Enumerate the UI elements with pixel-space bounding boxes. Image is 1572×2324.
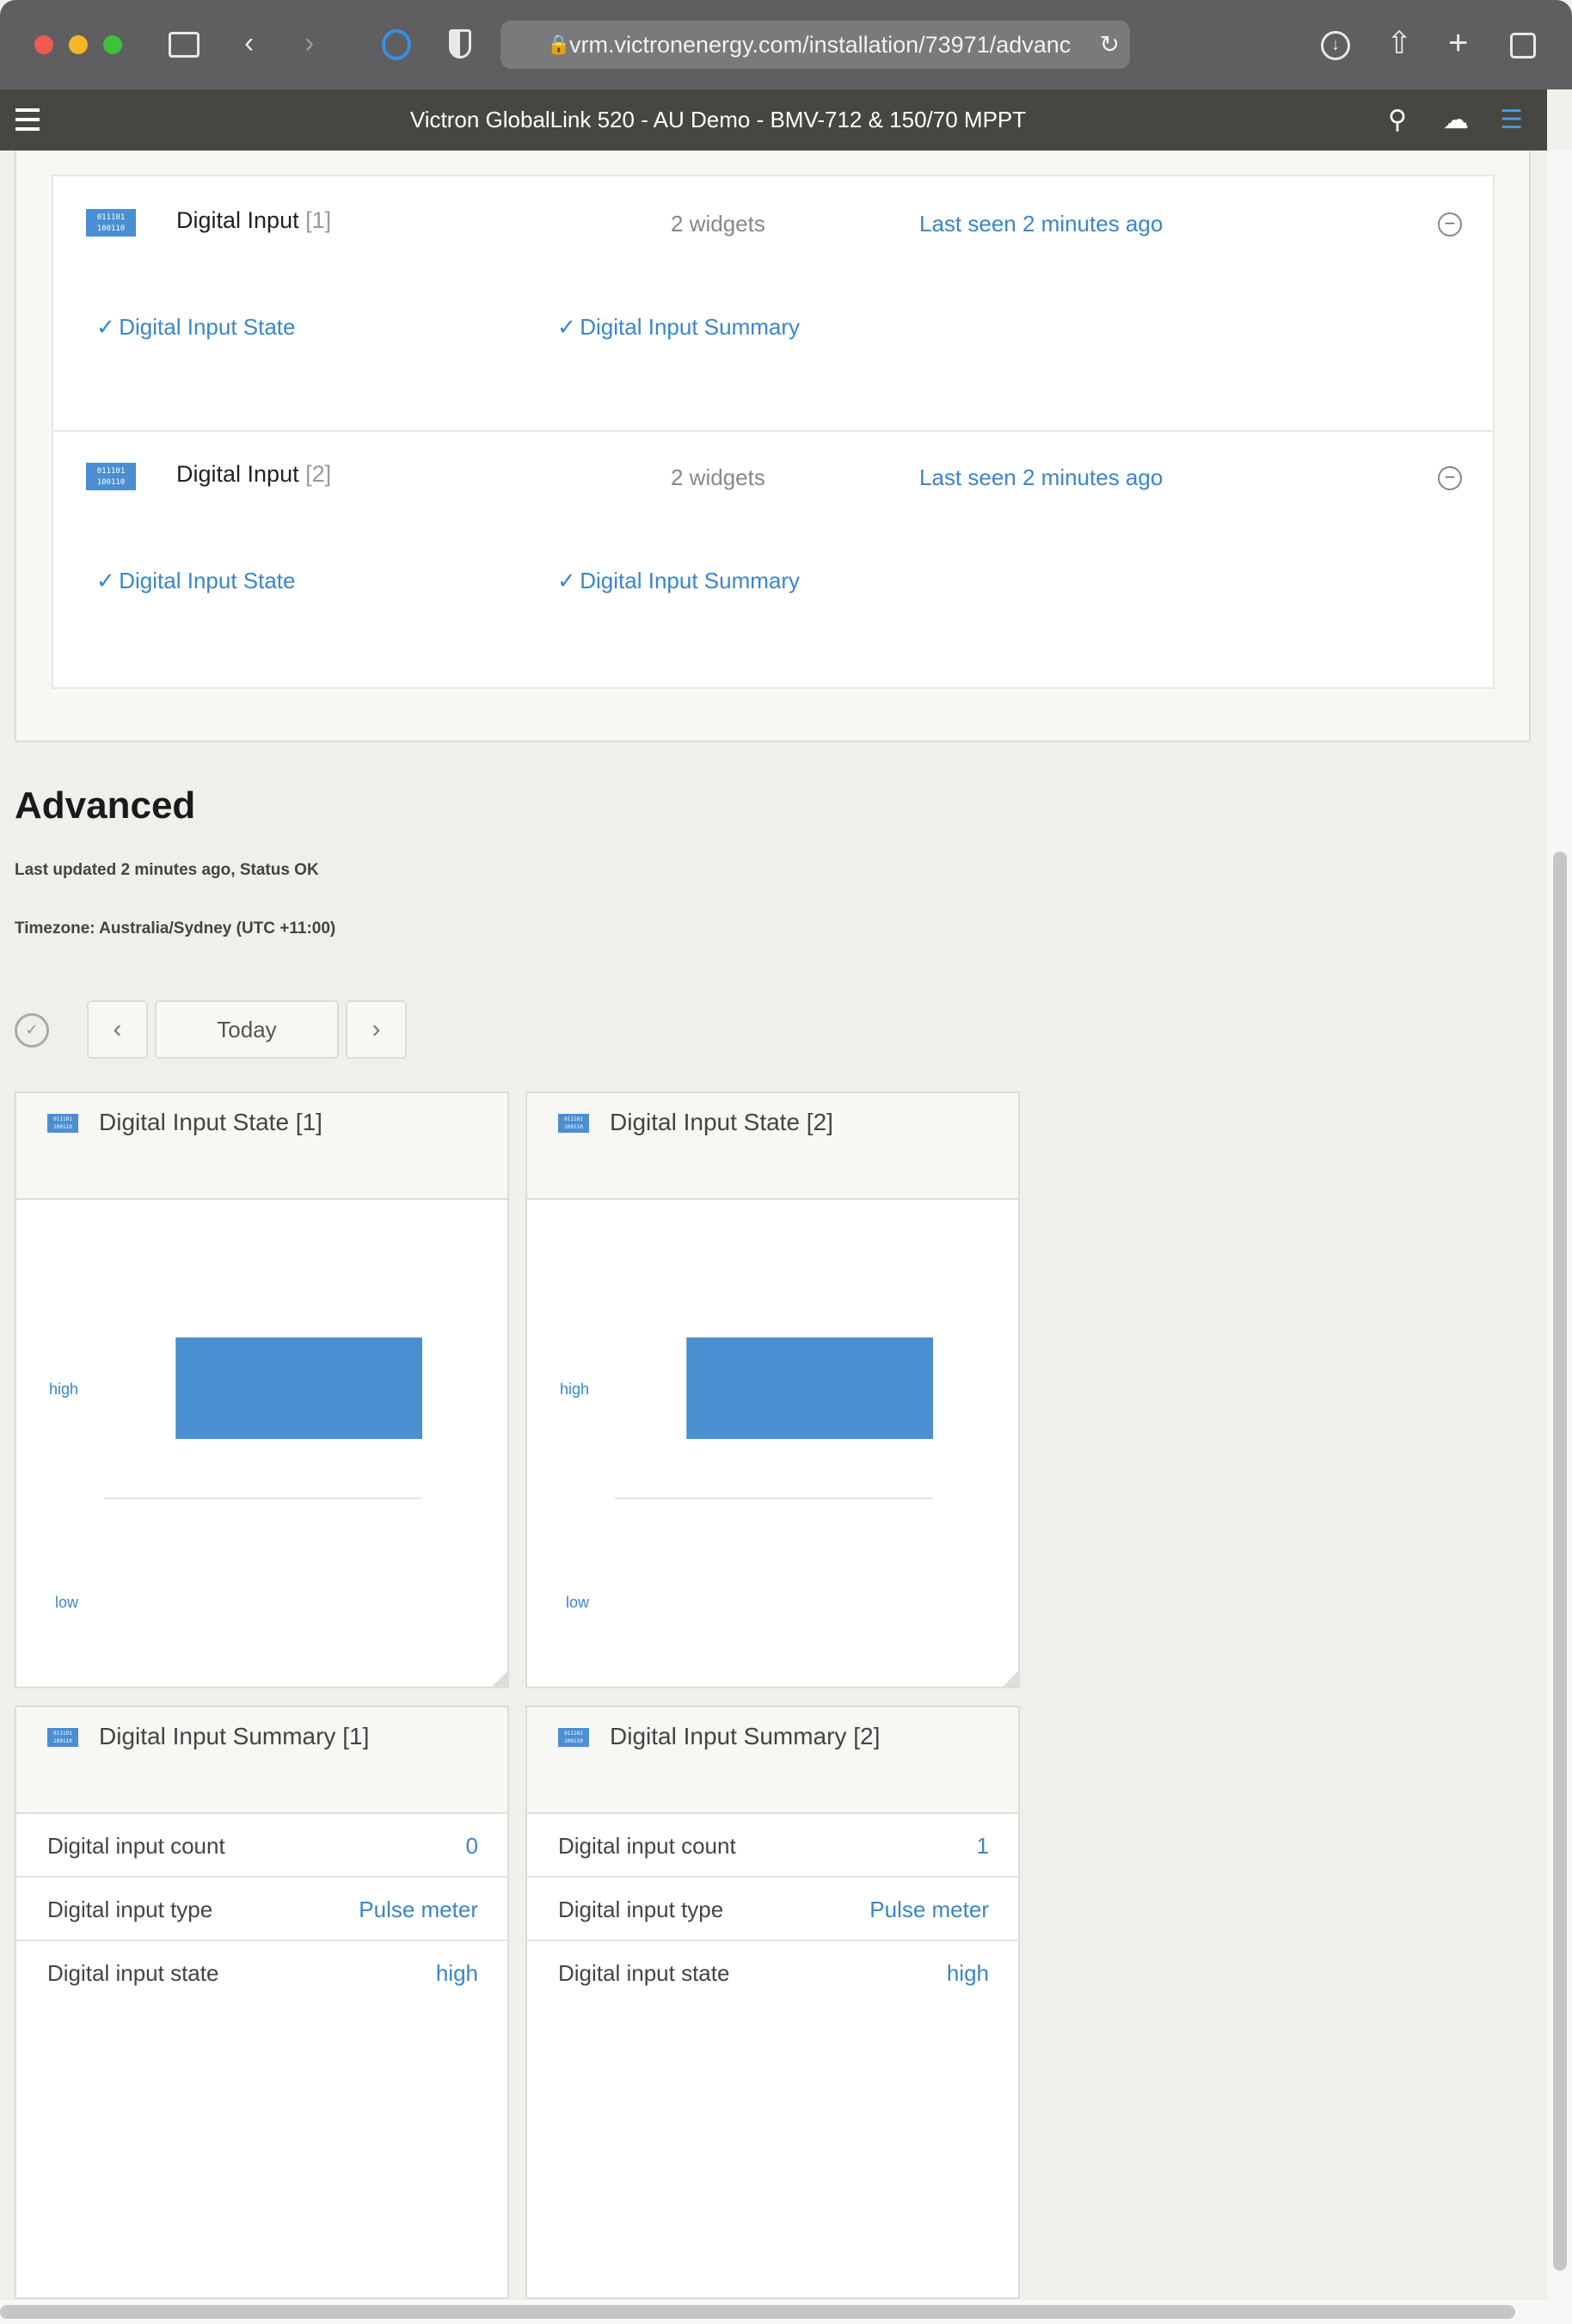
clock-icon[interactable]: ✓ <box>15 1013 49 1048</box>
summary-row: Digital input type Pulse meter <box>527 1878 1018 1941</box>
tabs-overview-icon[interactable] <box>1510 33 1536 58</box>
lock-icon: 🔒 <box>547 34 571 55</box>
digital-input-summary-card-2: 011101 100110 Digital Input Summary [2] … <box>525 1706 1020 2299</box>
summary-row: Digital input count 0 <box>16 1814 507 1878</box>
digital-input-icon: 011101 100110 <box>86 209 136 237</box>
menu-icon[interactable] <box>15 108 40 131</box>
resize-handle-icon <box>492 1671 507 1687</box>
state-bar <box>686 1337 933 1439</box>
card-header: 011101 100110 Digital Input State [1] <box>16 1093 507 1200</box>
state-chart: lowhigh6. Jan00:1500:30 <box>560 1337 1018 1687</box>
card-title: Digital Input State [2] <box>610 1109 833 1135</box>
y-tick-label: low <box>55 1594 79 1611</box>
minimize-window-button[interactable] <box>69 35 88 54</box>
card-header: 011101 100110 Digital Input Summary [1] <box>16 1707 507 1814</box>
today-button[interactable]: Today <box>155 1000 339 1059</box>
device-name: Digital Input [1] <box>176 207 332 233</box>
back-icon[interactable]: ‹ <box>244 27 255 59</box>
page-title: Advanced <box>15 784 196 827</box>
summary-row: Digital input state high <box>47 1960 478 1986</box>
card-title: Digital Input State [1] <box>99 1109 322 1135</box>
digital-input-state-card-2: 011101 100110 Digital Input State [2] lo… <box>525 1091 1020 1688</box>
reload-icon[interactable]: ↻ <box>1092 21 1120 69</box>
password-manager-icon[interactable] <box>382 29 411 60</box>
summary-row: Digital input type Pulse meter <box>16 1878 507 1941</box>
last-seen-link[interactable]: Last seen 2 minutes ago <box>919 464 1164 490</box>
resize-handle-icon <box>1003 1671 1018 1687</box>
collapse-icon[interactable]: − <box>1438 212 1462 237</box>
app-header: Victron GlobalLink 520 - AU Demo - BMV-7… <box>0 89 1547 151</box>
device-name: Digital Input [2] <box>176 461 332 487</box>
url-text: vrm.victronenergy.com/installation/73971… <box>569 32 1072 58</box>
widget-toggle-summary[interactable]: ✓ Digital Input Summary <box>557 314 801 340</box>
browser-toolbar: ‹ › 🔒 vrm.victronenergy.com/installation… <box>0 0 1572 89</box>
widget-toggle-summary[interactable]: ✓ Digital Input Summary <box>557 568 801 593</box>
last-updated-status: Last updated 2 minutes ago, Status OK <box>15 861 319 879</box>
horizontal-scrollbar[interactable] <box>0 2305 1515 2319</box>
widget-toggle-state[interactable]: ✓ Digital Input State <box>96 568 296 593</box>
cloud-upload-icon[interactable]: ☁ <box>1443 106 1469 134</box>
digital-input-icon: 011101 100110 <box>86 463 136 490</box>
y-tick-label: high <box>49 1380 78 1398</box>
previous-period-button[interactable]: ‹ <box>87 1000 148 1059</box>
device-row: 011101 100110 Digital Input [2] 2 widget… <box>52 432 1495 689</box>
next-period-button[interactable]: › <box>346 1000 407 1059</box>
card-title: Digital Input Summary [2] <box>610 1723 881 1749</box>
summary-row: Digital input state high <box>558 1960 989 1986</box>
last-seen-link[interactable]: Last seen 2 minutes ago <box>919 211 1164 237</box>
card-title: Digital Input Summary [1] <box>99 1723 370 1749</box>
check-icon: ✓ <box>96 314 115 340</box>
device-row: 011101 100110 Digital Input [1] 2 widget… <box>52 175 1495 432</box>
search-icon[interactable]: ⚲ <box>1388 106 1407 134</box>
digital-input-icon: 011101 100110 <box>47 1728 78 1747</box>
collapse-icon[interactable]: − <box>1438 466 1462 490</box>
digital-input-summary-card-1: 011101 100110 Digital Input Summary [1] … <box>15 1706 509 2299</box>
y-tick-label: high <box>560 1380 589 1398</box>
digital-input-icon: 011101 100110 <box>47 1114 78 1133</box>
digital-input-icon: 011101 100110 <box>558 1114 589 1133</box>
check-icon: ✓ <box>557 314 576 340</box>
share-icon[interactable]: ⇧ <box>1386 25 1413 60</box>
check-icon: ✓ <box>557 568 576 593</box>
card-header: 011101 100110 Digital Input State [2] <box>527 1093 1018 1200</box>
digital-input-state-card-1: 011101 100110 Digital Input State [1] lo… <box>15 1091 509 1688</box>
shield-icon[interactable] <box>449 29 471 58</box>
summary-row: Digital input count 1 <box>527 1814 1018 1878</box>
state-chart: lowhigh6. Jan00:1500:30 <box>49 1337 507 1687</box>
check-icon: ✓ <box>96 568 115 593</box>
timezone-label: Timezone: Australia/Sydney (UTC +11:00) <box>15 919 336 938</box>
widget-count: 2 widgets <box>671 211 765 237</box>
close-window-button[interactable] <box>34 35 53 54</box>
download-icon[interactable]: ↓ <box>1321 31 1350 60</box>
sidebar-toggle-icon[interactable] <box>169 32 200 58</box>
card-header: 011101 100110 Digital Input Summary [2] <box>527 1707 1018 1814</box>
maximize-window-button[interactable] <box>103 35 122 54</box>
widget-count: 2 widgets <box>671 464 765 490</box>
y-tick-label: low <box>566 1594 590 1611</box>
widget-toggle-state[interactable]: ✓ Digital Input State <box>96 314 296 340</box>
vertical-scrollbar[interactable] <box>1553 852 1567 2271</box>
settings-sliders-icon[interactable]: ☰ <box>1500 106 1523 134</box>
url-bar[interactable]: 🔒 vrm.victronenergy.com/installation/739… <box>500 21 1130 69</box>
state-bar <box>175 1337 422 1439</box>
new-tab-icon[interactable]: + <box>1448 24 1469 62</box>
digital-input-icon: 011101 100110 <box>558 1728 589 1747</box>
forward-icon[interactable]: › <box>304 27 315 59</box>
installation-title: Victron GlobalLink 520 - AU Demo - BMV-7… <box>409 107 1027 132</box>
